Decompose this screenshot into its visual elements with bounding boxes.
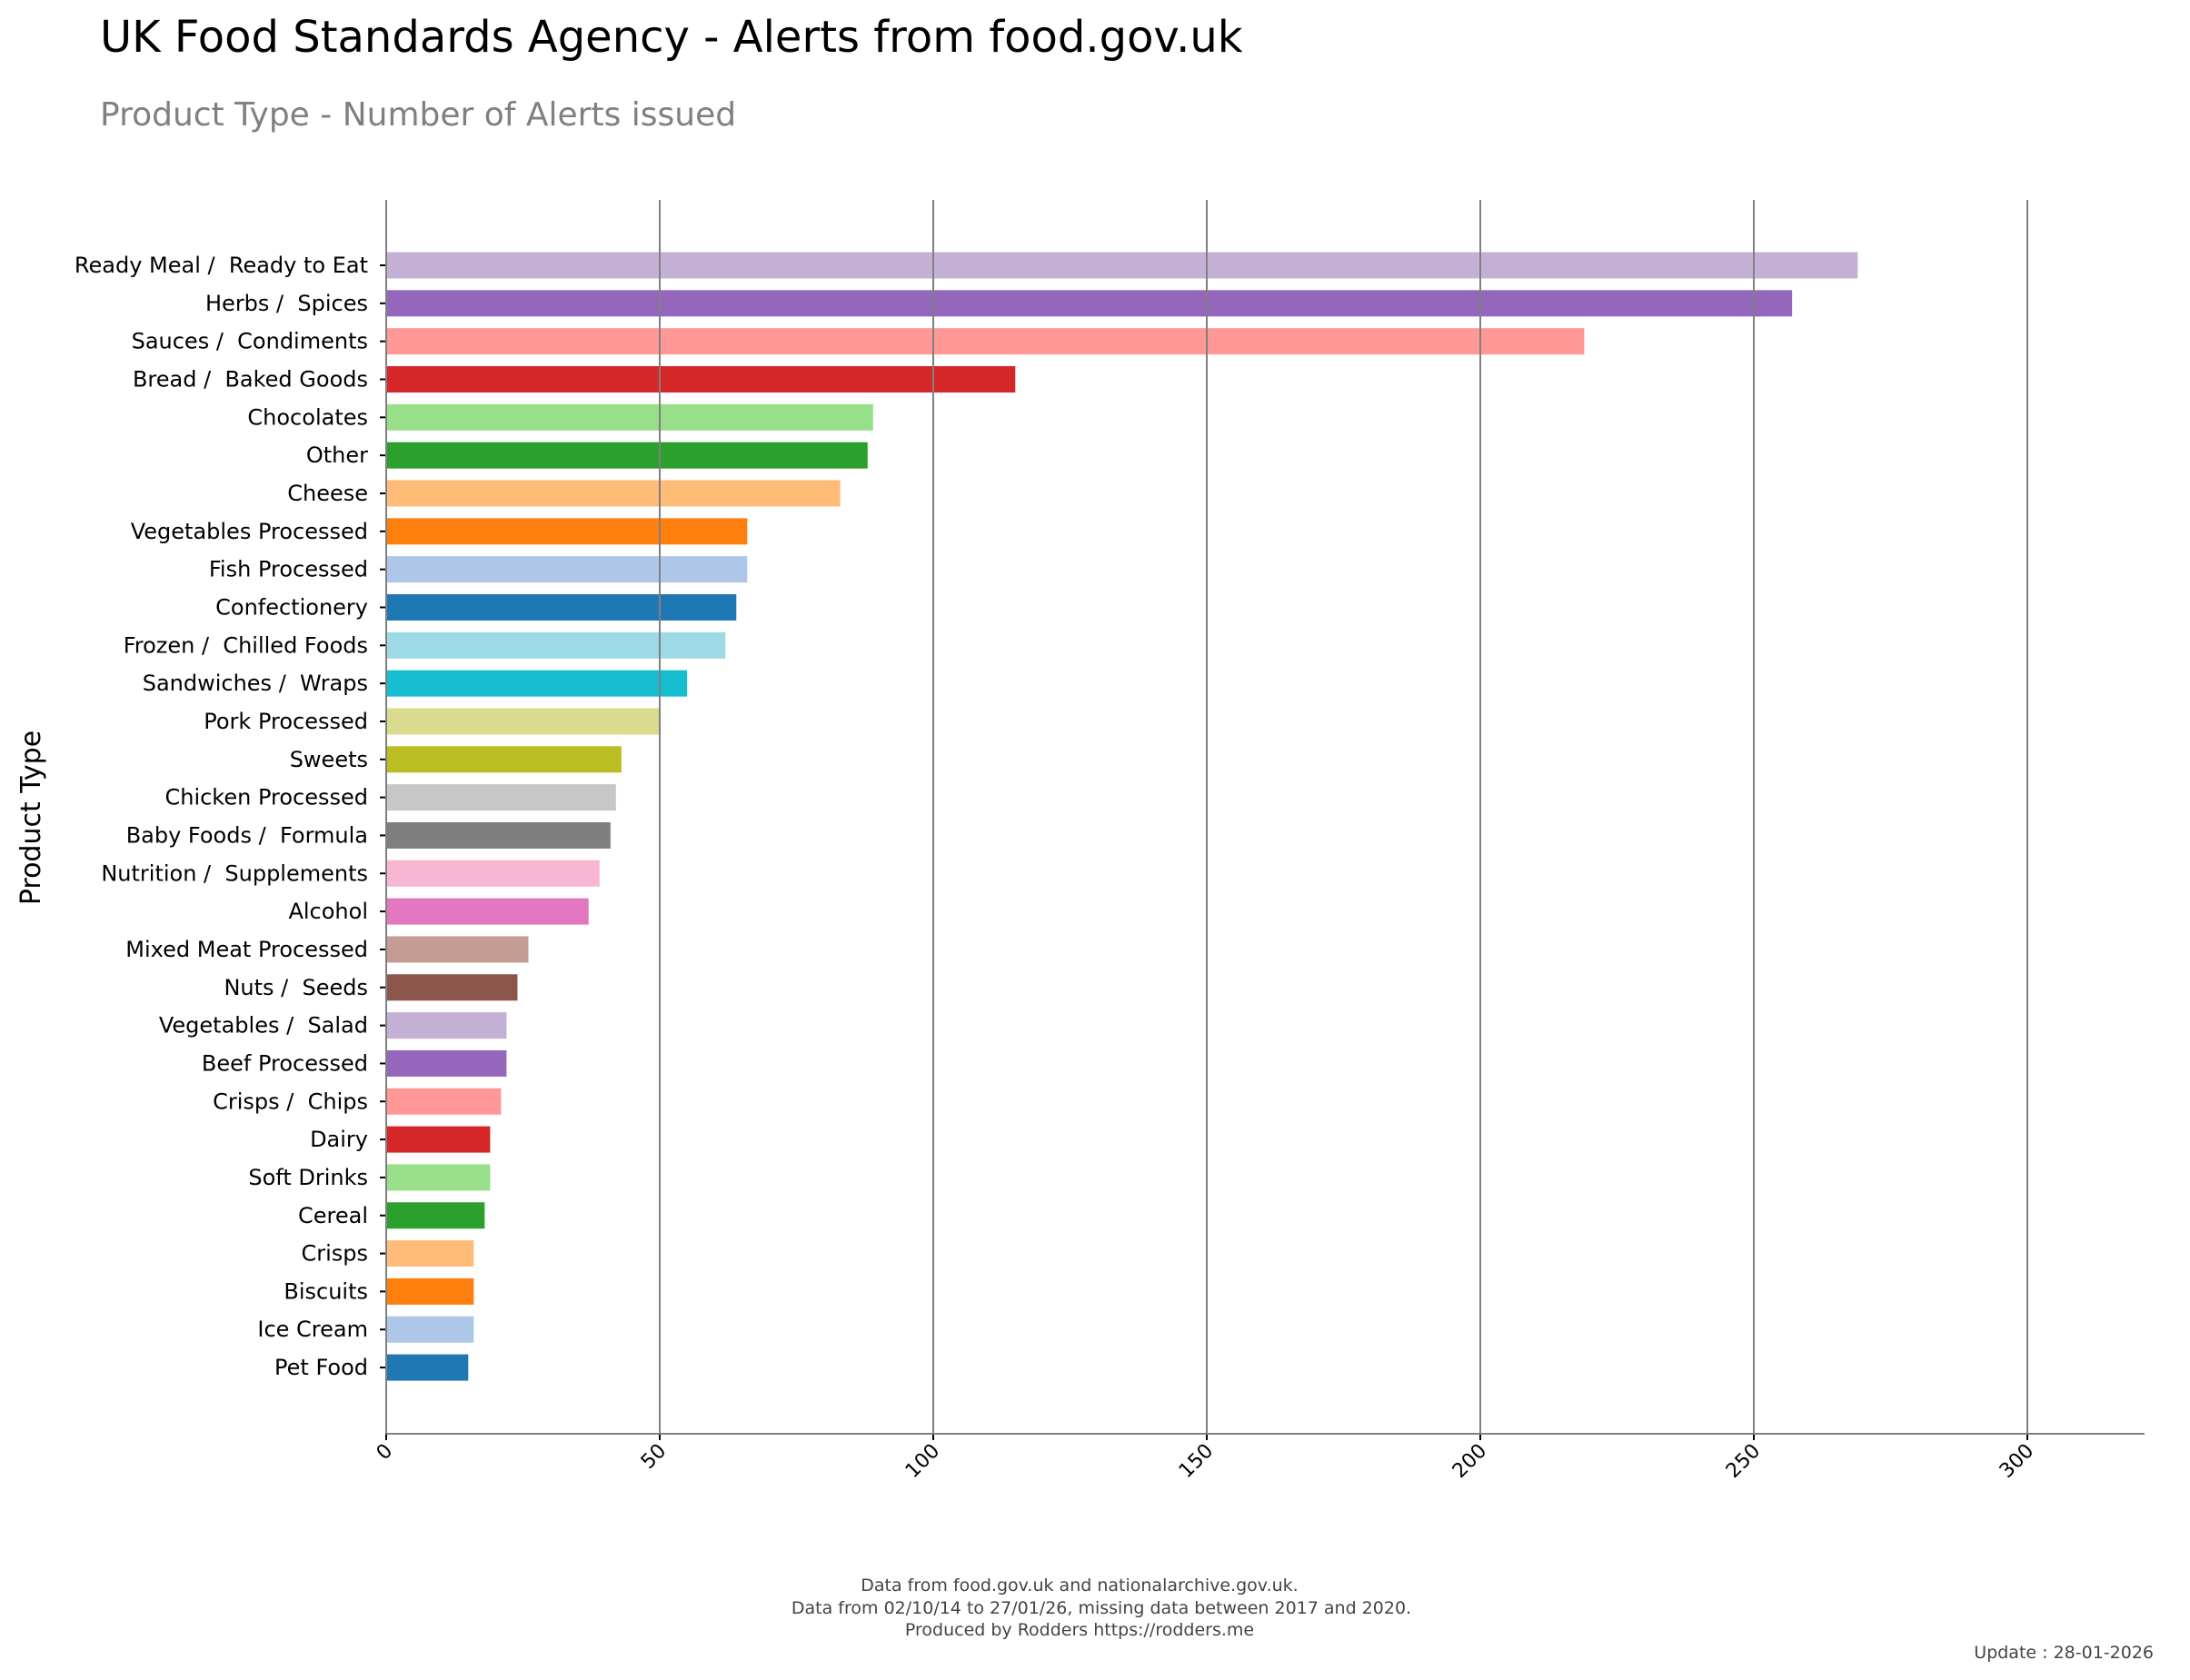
bar [386,593,737,621]
bar [386,746,622,773]
y-tick-label: Fish Processed [209,557,368,582]
x-tick-labels: 0 50 100 150 200 250 300 [373,1434,2038,1483]
y-tick-labels: Ready Meal / Ready to Eat Herbs / Spices S… [75,253,386,1380]
bar [386,860,600,887]
y-tick-label: Ready Meal / Ready to Eat [75,253,368,278]
y-tick-label: Bread / Baked Goods [133,366,368,392]
y-tick-label: Dairy [310,1127,368,1152]
y-tick-label: Cereal [298,1203,368,1228]
chart-title: UK Food Standards Agency - Alerts from f… [100,12,1243,63]
bar [386,1164,491,1191]
bar [386,1316,474,1343]
x-tick-label: 200 [1448,1440,1491,1483]
y-tick-label: Nutrition / Supplements [101,860,368,886]
y-tick-label: Nuts / Seeds [224,975,368,1000]
x-tick-label: 0 [373,1440,398,1466]
y-tick-label: Biscuits [284,1278,368,1304]
y-tick-label: Pork Processed [204,709,368,734]
bar [386,670,688,697]
x-tick-label: 50 [637,1440,671,1474]
footer-line-3: Produced by Rodders https://rodders.me [905,1620,1254,1640]
y-tick-label: Beef Processed [202,1050,368,1076]
y-tick-label: Frozen / Chilled Foods [124,632,368,658]
y-tick-label: Chicken Processed [164,785,368,810]
y-axis-title: Product Type [15,731,47,905]
bar [386,480,841,507]
bar [386,328,1585,355]
bar [386,518,748,545]
bar [386,1126,491,1153]
y-tick-label: Mixed Meat Processed [125,937,368,962]
y-tick-label: Cheese [287,481,368,506]
gridlines [659,200,2028,1434]
bar [386,1012,507,1039]
chart-subtitle: Product Type - Number of Alerts issued [100,96,736,134]
footer-line-2: Data from 02/10/14 to 27/01/26, missing … [791,1598,1411,1618]
bar [386,403,873,431]
x-tick-label: 250 [1722,1440,1765,1483]
y-tick-label: Crisps [301,1241,368,1267]
update-date: Update : 28-01-2026 [1974,1643,2154,1663]
bar [386,442,868,469]
bar [386,708,660,735]
y-tick-label: Sauces / Condiments [132,329,368,354]
y-tick-label: Soft Drinks [248,1165,368,1190]
y-tick-label: Sweets [290,747,368,772]
bar [386,1277,474,1305]
bar [386,898,589,925]
bar [386,821,611,849]
bar [386,1240,474,1267]
bar [386,784,616,811]
footer-line-1: Data from food.gov.uk and nationalarchiv… [861,1576,1298,1596]
y-tick-label: Vegetables Processed [131,519,368,544]
x-tick-label: 300 [1996,1440,2038,1483]
bar [386,290,1793,317]
y-tick-label: Pet Food [274,1355,368,1380]
x-tick-label: 150 [1175,1440,1218,1483]
y-tick-label: Chocolates [247,404,368,430]
y-tick-label: Herbs / Spices [205,291,368,316]
y-tick-label: Confectionery [215,594,368,620]
y-tick-label: Crisps / Chips [213,1089,368,1114]
bar [386,365,1016,393]
bar [386,974,518,1001]
bar [386,252,1858,279]
y-tick-label: Vegetables / Salad [159,1013,368,1039]
bar [386,936,529,963]
y-tick-label: Sandwiches / Wraps [143,671,368,696]
bar [386,556,748,583]
bars [386,252,1858,1381]
y-tick-label: Alcohol [288,899,368,924]
bar [386,1202,485,1229]
y-tick-label: Ice Cream [257,1317,368,1342]
x-tick-label: 100 [901,1440,944,1483]
y-tick-label: Other [306,442,368,468]
bar [386,1354,469,1381]
bar [386,1049,507,1077]
y-tick-label: Baby Foods / Formula [126,822,368,848]
bar [386,631,726,659]
bar [386,1088,502,1115]
